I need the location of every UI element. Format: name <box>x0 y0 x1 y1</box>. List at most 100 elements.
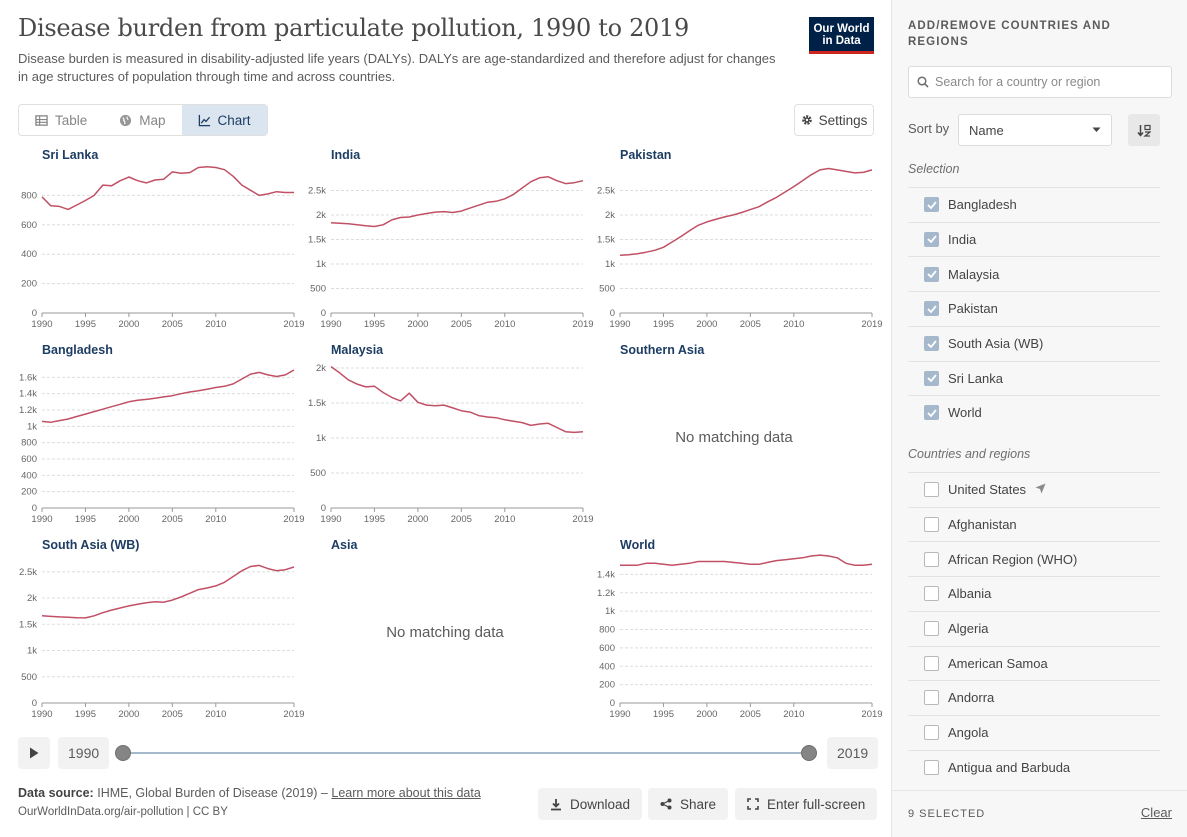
clear-button[interactable]: Clear <box>1140 805 1172 820</box>
download-button[interactable]: Download <box>538 788 643 820</box>
play-button[interactable] <box>18 737 50 769</box>
x-tick-label: 2019 <box>861 319 882 330</box>
play-icon <box>30 747 39 759</box>
checkbox-unchecked[interactable] <box>924 586 939 602</box>
tab-chart[interactable]: Chart <box>181 105 267 135</box>
entity-row-world[interactable]: World <box>908 395 1160 430</box>
entity-row-american-samoa[interactable]: American Samoa <box>908 645 1160 681</box>
series-line-south-asia-wb[interactable] <box>41 564 295 619</box>
entity-row-pakistan[interactable]: Pakistan <box>908 291 1160 326</box>
x-tick-label: 1995 <box>653 319 674 330</box>
tab-table[interactable]: Table <box>19 105 103 135</box>
y-tick-label: 2k <box>605 210 615 221</box>
entity-row-sri-lanka[interactable]: Sri Lanka <box>908 360 1160 396</box>
checkbox-checked[interactable] <box>924 405 939 421</box>
checkbox-unchecked[interactable] <box>924 551 939 567</box>
sort-select[interactable]: Name <box>958 114 1112 146</box>
series-line-bangladesh[interactable] <box>41 369 295 424</box>
panel-south-asia-wb: South Asia (WB) 0 500 1k 1.5k 2k 2.5k 1990 1995 2… <box>18 538 305 723</box>
checkbox-unchecked[interactable] <box>924 516 939 532</box>
x-tick-label: 1990 <box>320 514 341 525</box>
entity-row-andorra[interactable]: Andorra <box>908 680 1160 715</box>
sort-order-button[interactable] <box>1128 114 1160 146</box>
panel-title: Sri Lanka <box>42 148 99 162</box>
sort-value: Name <box>969 122 1004 138</box>
fullscreen-button[interactable]: Enter full-screen <box>735 788 878 820</box>
chart-card: Disease burden from particulate pollutio… <box>18 14 883 820</box>
series-line-sri-lanka[interactable] <box>41 165 294 211</box>
globe-icon <box>120 114 132 126</box>
series-line-india[interactable] <box>330 176 584 228</box>
panel-title: India <box>331 148 361 162</box>
x-tick-label: 1995 <box>75 514 96 525</box>
timeline-track[interactable] <box>123 752 809 754</box>
learn-more-link[interactable]: Learn more about this data <box>331 786 481 800</box>
panel-chart-svg: 0 200 400 600 800 1990 1995 2000 2005 2010 2019 <box>21 165 305 330</box>
series-line-malaysia[interactable] <box>330 365 584 434</box>
panel-title: Asia <box>331 538 358 552</box>
timeline-start-handle[interactable] <box>115 745 131 761</box>
x-tick-label: 1995 <box>75 319 96 330</box>
entity-row-angola[interactable]: Angola <box>908 714 1160 750</box>
entity-row-afghanistan[interactable]: Afghanistan <box>908 506 1160 542</box>
entity-label: Antigua and Barbuda <box>948 759 1071 775</box>
y-tick-label: 1.6k <box>19 372 37 383</box>
location-arrow-icon <box>1035 482 1046 497</box>
panel-pakistan: Pakistan 0 500 1k 1.5k 2k 2.5k 1990 1995 2000 2005… <box>596 148 883 333</box>
y-tick-label: 1k <box>27 646 37 657</box>
tab-map[interactable]: Map <box>103 105 181 135</box>
entity-selector-sidebar: ADD/REMOVE COUNTRIES AND REGIONS Sort by… <box>891 0 1187 837</box>
entity-row-india[interactable]: India <box>908 221 1160 257</box>
checkbox-checked[interactable] <box>924 301 939 317</box>
checkbox-checked[interactable] <box>924 370 939 386</box>
checkbox-checked[interactable] <box>924 336 939 352</box>
check-icon <box>926 409 937 417</box>
share-icon <box>660 798 672 810</box>
checkbox-unchecked[interactable] <box>924 621 939 637</box>
checkbox-checked[interactable] <box>924 266 939 282</box>
gear-icon <box>801 115 812 125</box>
series-line-world[interactable] <box>620 554 873 566</box>
panel-title: Bangladesh <box>42 343 113 357</box>
entity-label: World <box>948 405 982 421</box>
checkbox-unchecked[interactable] <box>924 690 939 706</box>
entity-row-african-region-who-[interactable]: African Region (WHO) <box>908 541 1160 576</box>
y-tick-label: 0 <box>32 698 37 709</box>
checkbox-unchecked[interactable] <box>924 725 939 741</box>
entity-row-antigua-and-barbuda[interactable]: Antigua and Barbuda <box>908 749 1160 785</box>
logo-line-1: Our World <box>813 23 870 35</box>
search-input[interactable] <box>935 75 1160 89</box>
timeline-start-year[interactable]: 1990 <box>58 737 110 769</box>
fullscreen-label: Enter full-screen <box>767 796 866 812</box>
entity-row-albania[interactable]: Albania <box>908 576 1160 611</box>
entity-row-malaysia[interactable]: Malaysia <box>908 256 1160 291</box>
panel-title: Malaysia <box>331 343 384 357</box>
checkbox-unchecked[interactable] <box>924 759 939 775</box>
entity-row-bangladesh[interactable]: Bangladesh <box>908 187 1160 222</box>
y-tick-label: 0 <box>610 698 615 709</box>
entity-row-algeria[interactable]: Algeria <box>908 610 1160 646</box>
y-tick-label: 400 <box>21 249 37 260</box>
sidebar-footer: 9 SELECTED Clear <box>892 790 1187 837</box>
entity-row-south-asia-wb-[interactable]: South Asia (WB) <box>908 325 1160 361</box>
entity-row-united-states[interactable]: United States <box>908 472 1160 507</box>
series-line-pakistan[interactable] <box>619 167 873 256</box>
checkbox-checked[interactable] <box>924 231 939 247</box>
share-button[interactable]: Share <box>648 788 729 820</box>
checkbox-unchecked[interactable] <box>924 655 939 671</box>
x-tick-label: 2010 <box>783 709 804 720</box>
settings-button[interactable]: Settings <box>794 104 874 136</box>
y-tick-label: 1.5k <box>597 235 615 246</box>
entity-label: Angola <box>948 725 989 741</box>
x-tick-label: 2019 <box>572 514 593 525</box>
checkbox-checked[interactable] <box>924 197 939 213</box>
x-tick-label: 2005 <box>740 709 761 720</box>
checkbox-unchecked[interactable] <box>924 482 939 498</box>
timeline-end-year[interactable]: 2019 <box>827 737 879 769</box>
y-tick-label: 2k <box>316 210 326 221</box>
search-box[interactable] <box>908 66 1172 98</box>
panel-title: South Asia (WB) <box>42 538 140 552</box>
owid-logo[interactable]: Our World in Data <box>809 17 874 54</box>
timeline-end-handle[interactable] <box>801 745 817 761</box>
y-tick-label: 0 <box>321 503 326 514</box>
